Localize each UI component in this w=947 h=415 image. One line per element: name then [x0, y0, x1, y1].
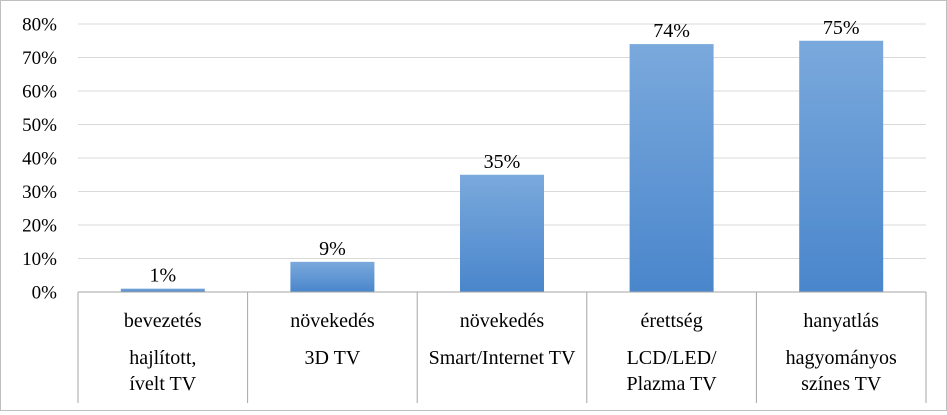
category-label: növekedés — [460, 310, 545, 332]
category-label: hagyományos — [786, 347, 897, 369]
bar — [120, 288, 205, 292]
bar — [629, 44, 714, 292]
category-label: színes TV — [801, 373, 882, 395]
y-tick-label: 80% — [22, 15, 57, 36]
category-label: érettség — [641, 310, 703, 332]
category-label: 3D TV — [305, 347, 361, 369]
data-label: 9% — [319, 238, 346, 260]
y-tick-label: 60% — [22, 82, 57, 103]
category-label: LCD/LED/ — [627, 347, 717, 369]
data-label: 1% — [149, 265, 176, 287]
data-label: 35% — [484, 151, 521, 173]
bar — [460, 174, 544, 292]
bar — [290, 261, 375, 292]
category-label: hanyatlás — [803, 310, 879, 332]
y-tick-label: 10% — [22, 249, 57, 270]
y-tick-label: 20% — [22, 216, 57, 237]
x-axis — [77, 291, 927, 403]
category-label: hajlított, — [129, 347, 196, 369]
y-tick-label: 70% — [22, 48, 57, 69]
data-labels: 1% 9% 35% 74% 75% — [149, 17, 859, 287]
category-labels: bevezetés hajlított, ívelt TV növekedés 3D T… — [124, 310, 897, 395]
bar — [799, 40, 884, 292]
y-tick-label: 30% — [22, 182, 57, 203]
y-axis-ticks: 0% 10% 20% 30% 40% 50% 60% 70% 80% — [22, 15, 57, 304]
category-label: ívelt TV — [129, 373, 196, 395]
y-tick-label: 50% — [22, 115, 57, 136]
y-tick-label: 40% — [22, 149, 57, 170]
category-label: növekedés — [290, 310, 375, 332]
category-label: Smart/Internet TV — [429, 347, 576, 369]
category-label: Plazma TV — [627, 373, 718, 395]
data-label: 74% — [653, 20, 690, 42]
data-label: 75% — [823, 17, 860, 39]
category-label: bevezetés — [124, 310, 202, 332]
y-tick-label: 0% — [32, 283, 58, 304]
bars — [120, 40, 884, 292]
